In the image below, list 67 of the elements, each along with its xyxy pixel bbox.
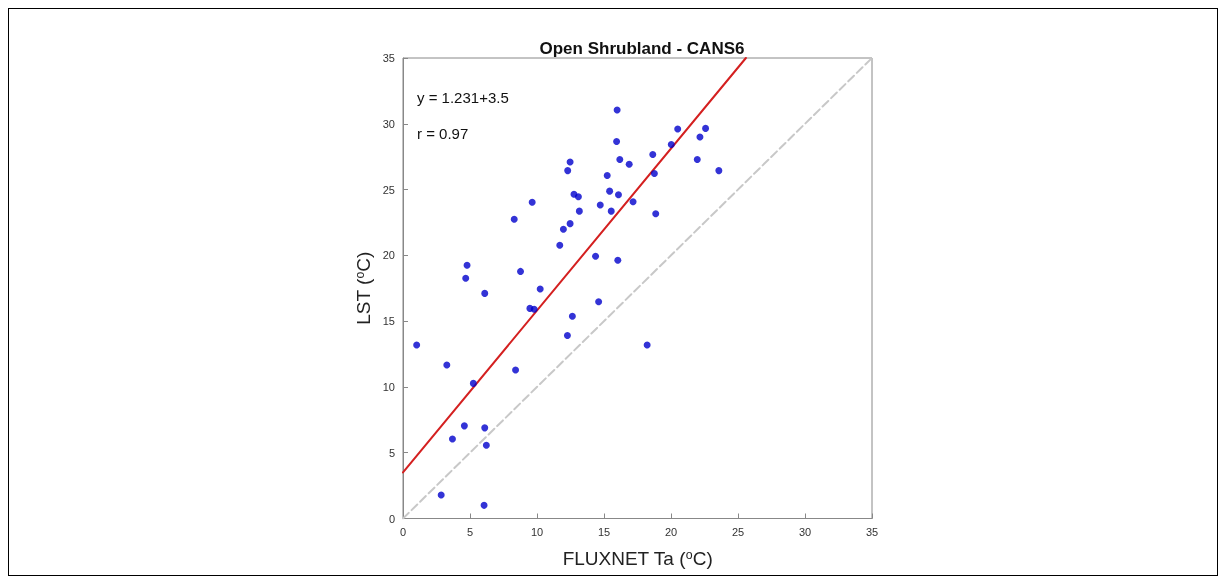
point [437,491,445,499]
x-tick-label: 5 [466,526,474,538]
point [462,274,470,282]
point [443,361,451,369]
y-tick-label: 5 [388,446,395,459]
point [566,220,574,228]
x-tick-label: 20 [664,526,678,538]
point [481,289,489,297]
point [510,215,518,223]
point [559,225,567,233]
point [460,422,468,430]
point [463,261,471,269]
y-tick-label: 20 [382,249,395,262]
point [595,298,603,306]
point [629,198,637,206]
point [643,341,651,349]
point [481,424,489,432]
x-tick-label: 30 [798,526,812,538]
point [413,341,421,349]
point [613,137,621,145]
point [693,155,701,163]
y-tick-label: 0 [388,512,395,525]
point [530,305,538,313]
point [575,207,583,215]
point [482,441,490,449]
y-tick-label: 15 [382,315,395,328]
point [614,256,622,264]
x-tick-label: 35 [865,526,879,538]
point [528,198,536,206]
point [512,366,520,374]
point [603,171,611,179]
point [607,207,615,215]
y-tick-label: 35 [382,52,395,64]
point [563,331,571,339]
point [606,187,614,195]
point [616,155,624,163]
point [592,252,600,260]
point [650,170,658,178]
point [702,124,710,132]
point [517,267,525,275]
point [536,285,544,293]
x-tick-label: 10 [530,526,544,538]
x-tick-label: 0 [399,526,407,538]
point [564,167,572,175]
y-axis-title: LST (oC) [353,251,374,325]
y-tick-label: 10 [382,380,395,393]
point [674,125,682,133]
point [614,191,622,199]
x-tick-label: 25 [731,526,745,538]
point [625,160,633,168]
y-tick-label: 25 [382,183,395,196]
point [568,312,576,320]
point [556,241,564,249]
annotation: y = 1.231+3.5 [417,89,509,106]
point [715,167,723,175]
annotation: r = 0.97 [417,125,469,142]
x-tick-label: 15 [597,526,611,538]
point [652,210,660,218]
point [649,151,657,159]
chart-title: Open Shrubland - CANS6 [539,39,745,58]
point [480,501,488,509]
point [574,193,582,201]
point [596,201,604,209]
point [667,140,675,148]
point [448,435,456,443]
point [469,379,477,387]
y-tick-label: 30 [382,117,395,130]
